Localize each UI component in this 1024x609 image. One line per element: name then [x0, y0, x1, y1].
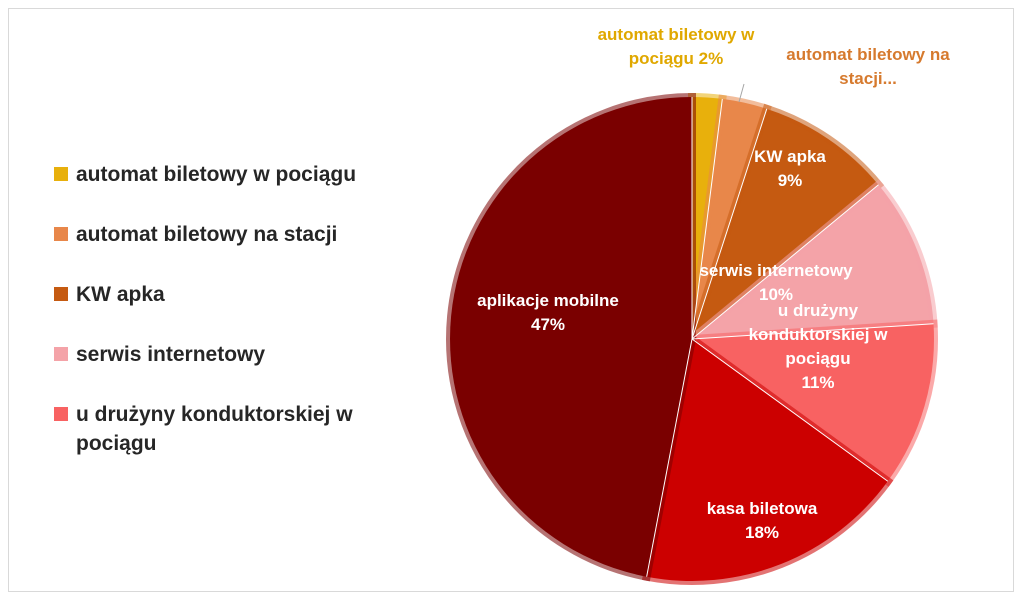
- slice-label: KW apka 9%: [754, 147, 826, 190]
- slice-separator: [691, 338, 889, 482]
- pie-slice: [641, 332, 894, 585]
- slice-label-line: u drużyny: [778, 301, 859, 320]
- slice-label: automat biletowy na stacji...: [786, 45, 950, 88]
- slice-label-line: pociągu: [785, 349, 850, 368]
- pie-slice: [446, 92, 696, 582]
- legend-item: automat biletowy na stacji: [48, 220, 408, 249]
- slice-label-line: stacji...: [839, 69, 897, 88]
- legend-label: u drużyny konduktorskiej w pociągu: [76, 403, 353, 455]
- legend-swatch: [54, 407, 68, 421]
- pie-slice: [683, 103, 885, 351]
- slice-label-line: 10%: [759, 285, 793, 304]
- slice-label: kasa biletowa 18%: [707, 499, 818, 542]
- leader-line: [738, 83, 745, 103]
- slice-label: aplikacje mobilne 47%: [477, 291, 619, 334]
- legend-label: automat biletowy na stacji: [76, 223, 338, 246]
- legend-swatch: [54, 287, 68, 301]
- slice-label-line: serwis internetowy: [699, 261, 853, 280]
- slice-label-line: pociągu 2%: [629, 49, 723, 68]
- slice-label-line: aplikacje mobilne: [477, 291, 619, 310]
- slice-label-line: 9%: [778, 171, 803, 190]
- slice-separator: [691, 98, 723, 340]
- legend-swatch: [54, 347, 68, 361]
- slice-separator: [691, 108, 768, 340]
- slice-label-line: konduktorskiej w: [749, 325, 889, 344]
- legend: automat biletowy w pociągu automat bilet…: [48, 160, 408, 489]
- slice-separator: [691, 184, 879, 340]
- slice-label-line: automat biletowy w: [598, 25, 756, 44]
- legend-item: u drużyny konduktorskiej w pociągu: [48, 400, 408, 458]
- slice-label-line: 11%: [801, 373, 834, 392]
- legend-item: KW apka: [48, 280, 408, 309]
- slice-separator: [691, 323, 934, 340]
- pie-slice: [679, 179, 938, 344]
- slice-label-line: 18%: [745, 523, 779, 542]
- legend-swatch: [54, 167, 68, 181]
- legend-label: serwis internetowy: [76, 343, 266, 366]
- slice-label-line: 47%: [531, 315, 565, 334]
- slice-label-line: automat biletowy na: [786, 45, 950, 64]
- slice-label-line: kasa biletowa: [707, 499, 818, 518]
- slice-label: u drużyny konduktorskiej w pociągu 11%: [749, 301, 889, 392]
- legend-label: automat biletowy w pociągu: [76, 163, 357, 186]
- pie-slice: [680, 319, 938, 487]
- legend-label: KW apka: [76, 283, 165, 306]
- slice-label: serwis internetowy 10%: [699, 261, 853, 304]
- legend-swatch: [54, 227, 68, 241]
- legend-item: automat biletowy w pociągu: [48, 160, 408, 189]
- slice-label: automat biletowy w pociągu 2%: [598, 25, 756, 68]
- slice-label-line: KW apka: [754, 147, 826, 166]
- legend-item: serwis internetowy: [48, 340, 408, 369]
- slice-separator: [646, 338, 693, 577]
